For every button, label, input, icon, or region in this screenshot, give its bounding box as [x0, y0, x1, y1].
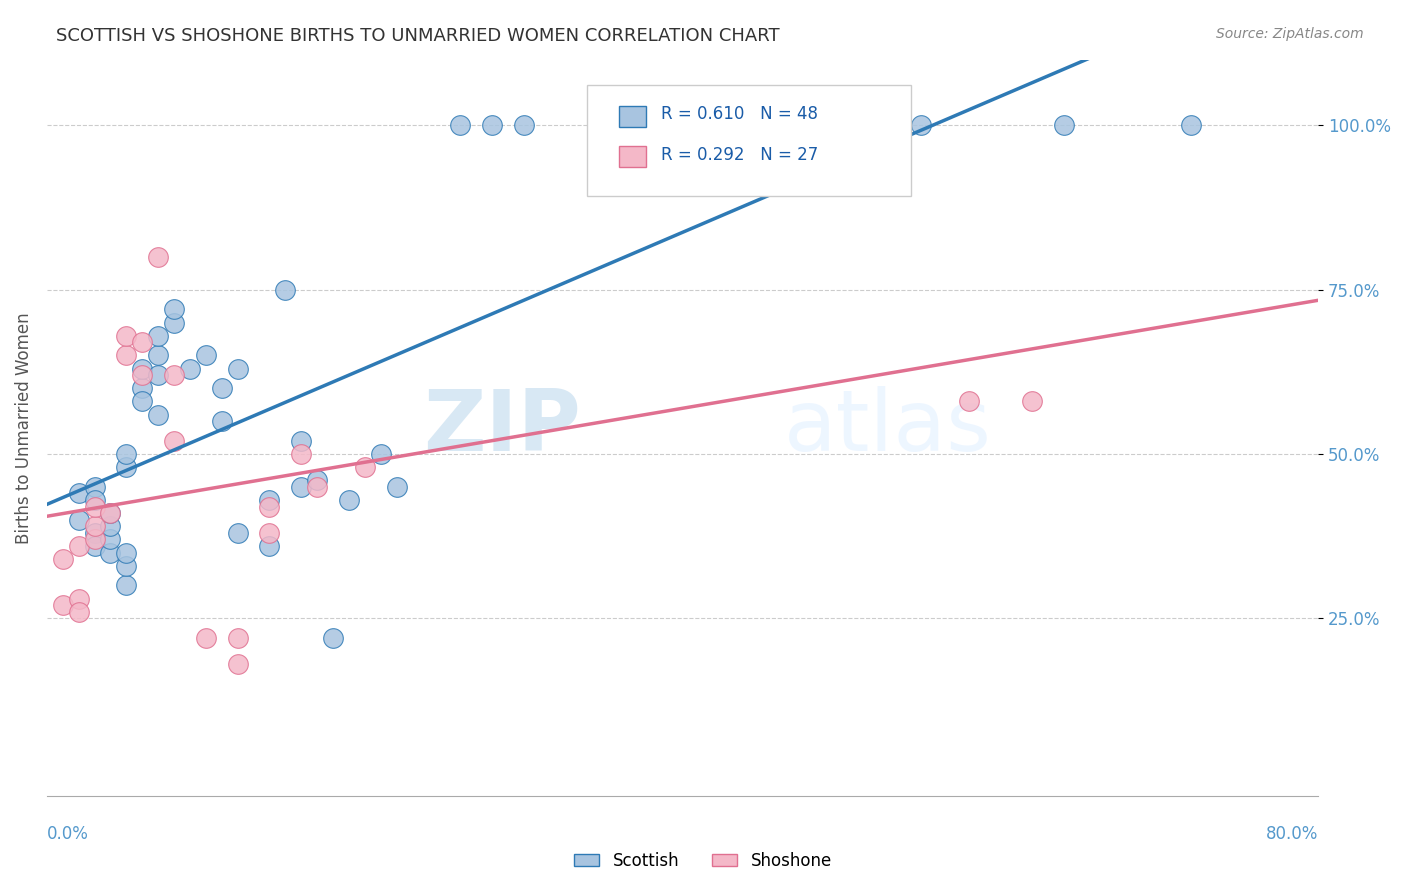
Text: Source: ZipAtlas.com: Source: ZipAtlas.com [1216, 27, 1364, 41]
Point [307, 480, 329, 494]
Point [83, 493, 105, 508]
Point [259, 500, 281, 514]
Point [337, 493, 360, 508]
Point [512, 119, 534, 133]
Point [146, 348, 169, 362]
Text: atlas: atlas [785, 386, 993, 469]
Point [290, 480, 312, 494]
Point [370, 447, 392, 461]
Point [385, 480, 408, 494]
Point [1180, 119, 1202, 133]
Point [226, 631, 249, 645]
Point [83, 500, 105, 514]
Point [115, 348, 138, 362]
Text: ZIP: ZIP [423, 386, 581, 469]
Point [194, 631, 217, 645]
Point [163, 368, 186, 383]
Point [146, 250, 169, 264]
Point [83, 533, 105, 547]
Point [131, 394, 153, 409]
Point [115, 460, 138, 475]
Text: SCOTTISH VS SHOSHONE BIRTHS TO UNMARRIED WOMEN CORRELATION CHART: SCOTTISH VS SHOSHONE BIRTHS TO UNMARRIED… [56, 27, 780, 45]
Point [131, 368, 153, 383]
Point [211, 381, 233, 395]
Point [115, 578, 138, 592]
Point [115, 558, 138, 573]
Point [449, 119, 471, 133]
Point [592, 119, 614, 133]
Point [146, 368, 169, 383]
Point [115, 328, 138, 343]
Point [226, 657, 249, 672]
Point [100, 546, 122, 560]
Point [179, 361, 201, 376]
Point [67, 513, 90, 527]
Point [910, 119, 932, 133]
Point [115, 546, 138, 560]
Point [290, 434, 312, 448]
Text: 80.0%: 80.0% [1265, 825, 1319, 843]
Point [259, 493, 281, 508]
Point [163, 434, 186, 448]
Point [67, 605, 90, 619]
Point [163, 302, 186, 317]
Point [146, 328, 169, 343]
Point [146, 408, 169, 422]
FancyBboxPatch shape [588, 86, 911, 196]
Point [100, 533, 122, 547]
Point [100, 519, 122, 533]
Point [1021, 394, 1043, 409]
Point [1053, 119, 1076, 133]
Point [307, 473, 329, 487]
Point [481, 119, 503, 133]
Point [290, 447, 312, 461]
Point [274, 283, 297, 297]
Point [67, 486, 90, 500]
Point [226, 361, 249, 376]
Point [194, 348, 217, 362]
Point [131, 361, 153, 376]
Point [100, 506, 122, 520]
Text: R = 0.610   N = 48: R = 0.610 N = 48 [661, 105, 818, 123]
Legend: Scottish, Shoshone: Scottish, Shoshone [568, 845, 838, 877]
FancyBboxPatch shape [619, 106, 645, 127]
Point [100, 506, 122, 520]
Point [83, 519, 105, 533]
Point [83, 539, 105, 553]
Point [83, 480, 105, 494]
Point [52, 598, 75, 612]
Y-axis label: Births to Unmarried Women: Births to Unmarried Women [15, 312, 32, 543]
Point [52, 552, 75, 566]
Point [353, 460, 375, 475]
Point [131, 381, 153, 395]
Point [259, 539, 281, 553]
Point [322, 631, 344, 645]
Point [83, 525, 105, 540]
Point [957, 394, 980, 409]
Text: R = 0.292   N = 27: R = 0.292 N = 27 [661, 145, 818, 164]
Point [131, 335, 153, 350]
Point [259, 525, 281, 540]
Point [211, 414, 233, 428]
Text: 0.0%: 0.0% [46, 825, 89, 843]
Point [67, 539, 90, 553]
Point [115, 447, 138, 461]
Point [226, 525, 249, 540]
Point [766, 119, 789, 133]
Point [67, 591, 90, 606]
FancyBboxPatch shape [619, 146, 645, 167]
Point [163, 316, 186, 330]
